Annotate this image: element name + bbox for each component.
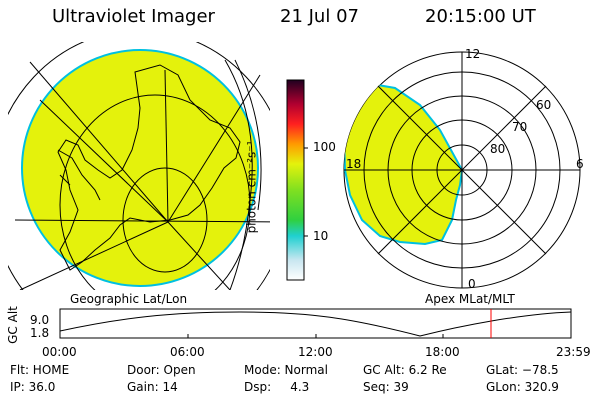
continent-outline [57, 64, 241, 271]
timeline-tick-0600: 06:00 [170, 345, 205, 359]
lat-label-60: 60 [536, 98, 552, 112]
timeline-ymin: 1.8 [30, 326, 50, 340]
ip-value: IP: 36.0 [10, 380, 56, 394]
timeline-ymax: 9.0 [30, 313, 50, 327]
emission-region-polar [344, 82, 464, 246]
door-status: Door: Open [127, 363, 196, 377]
glat-value: GLat: −78.5 [486, 363, 559, 377]
instrument-title: Ultraviolet Imager [52, 6, 215, 27]
timeline-tick-2359: 23:59 [556, 345, 591, 359]
geographic-label: Geographic Lat/Lon [70, 292, 188, 306]
mlt-label-0: 0 [468, 277, 476, 291]
mode-status: Mode: Normal [244, 363, 328, 377]
date-label: 21 Jul 07 [280, 6, 359, 27]
timeline-ylabel: GC Alt [5, 306, 20, 344]
altitude-curve [59, 311, 572, 337]
timeline-tick-1200: 12:00 [298, 345, 333, 359]
lat-label-70: 70 [512, 120, 528, 134]
dsp-value: Dsp: 4.3 [244, 380, 310, 394]
polar-grid [344, 52, 580, 288]
gc-alt-value: GC Alt: 6.2 Re [363, 363, 447, 377]
flight-status: Flt: HOME [10, 363, 70, 377]
colorbar-tick-10: 10 [313, 229, 329, 243]
mlt-label-12: 12 [465, 47, 481, 61]
seq-value: Seq: 39 [363, 380, 409, 394]
gain-value: Gain: 14 [127, 380, 178, 394]
time-label: 20:15:00 UT [425, 6, 536, 27]
apex-label: Apex MLat/MLT [425, 292, 515, 306]
mlt-label-18: 18 [346, 157, 362, 171]
colorbar-tick-100: 100 [313, 140, 336, 154]
glon-value: GLon: 320.9 [486, 380, 559, 394]
lat-lon-grid [8, 42, 270, 290]
timeline-tick-1800: 18:00 [425, 345, 460, 359]
mlt-label-6: 6 [576, 157, 584, 171]
lat-label-80: 80 [490, 142, 506, 156]
timeline-tick-0000: 00:00 [42, 345, 77, 359]
